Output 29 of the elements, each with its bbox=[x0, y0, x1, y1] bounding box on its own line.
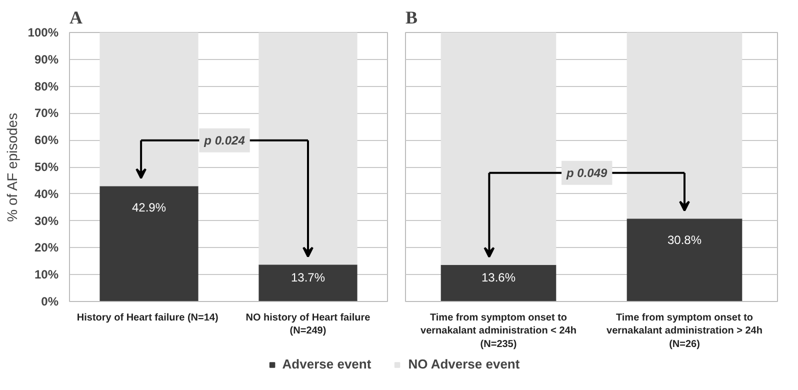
y-tick-label: 70% bbox=[34, 106, 59, 120]
bar bbox=[258, 264, 358, 302]
chart-title: B bbox=[406, 8, 418, 28]
legend-label: Adverse event bbox=[282, 356, 372, 372]
data-label: 13.6% bbox=[481, 270, 516, 285]
legend-label: NO Adverse event bbox=[408, 356, 520, 372]
y-tick-label: 100% bbox=[28, 26, 59, 40]
y-tick-label: 10% bbox=[34, 268, 59, 282]
y-axis-title: % of AF episodes bbox=[4, 112, 20, 222]
data-label: 13.7% bbox=[290, 270, 326, 285]
x-tick-label: History of Heart failure (N=14) bbox=[76, 312, 218, 324]
data-label: 30.8% bbox=[667, 233, 702, 248]
y-tick-label: 20% bbox=[34, 240, 59, 255]
annotation: p 0.024 bbox=[203, 133, 246, 148]
y-tick-label: 50% bbox=[34, 160, 59, 174]
y-tick-label: 0% bbox=[41, 294, 59, 308]
bar bbox=[100, 186, 198, 302]
y-tick-label: 90% bbox=[34, 52, 59, 66]
y-tick-label: 40% bbox=[34, 186, 59, 201]
x-tick-label: Time from symptom onset to vernakalant administration > 24h (N=26) bbox=[606, 312, 762, 350]
chart-title: A bbox=[70, 8, 82, 28]
x-tick-label: Time from symptom onset to vernakalant administration < 24h (N=235) bbox=[420, 312, 576, 350]
bar bbox=[258, 32, 358, 265]
data-label: 42.9% bbox=[132, 200, 166, 215]
y-tick-label: 80% bbox=[34, 79, 59, 94]
y-tick-label: 60% bbox=[34, 133, 59, 148]
y-tick-label: 30% bbox=[34, 214, 59, 228]
x-tick-label: NO history of Heart failure (N=249) bbox=[246, 312, 371, 337]
annotation: p 0.049 bbox=[566, 166, 608, 180]
